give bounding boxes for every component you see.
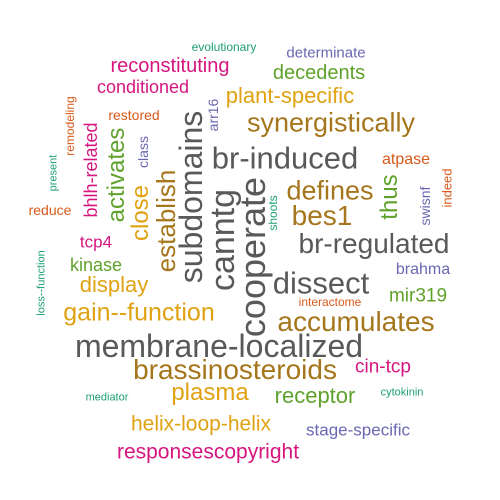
word-br-regulated: br-regulated [298,228,450,259]
word-conditioned: conditioned [96,77,190,97]
word-activates: activates [103,127,130,223]
word-shoots: shoots [266,195,280,231]
word-membrane-localized: membrane-localized [74,328,364,364]
word-mediator: mediator [85,391,129,404]
word-brahma: brahma [395,261,451,278]
word-stage-specific: stage-specific [306,420,410,440]
word-helix-loop-helix: helix-loop-helix [130,412,272,436]
word-close: close [127,184,154,242]
word-loss-function: loss--function [35,250,48,316]
word-dissect: dissect [272,265,370,301]
word-atpase: atpase [381,151,431,168]
word-class: class [135,136,151,168]
word-synergistically: synergistically [246,107,416,138]
word-cytokinin: cytokinin [380,386,424,399]
word-remodeling: remodeling [63,96,77,156]
word-reduce: reduce [28,202,72,218]
word-responsescopyright: responsescopyright [116,440,300,464]
word-evolutionary: evolutionary [191,40,257,54]
word-receptor: receptor [274,383,356,408]
word-plasma: plasma [171,379,249,406]
word-restored: restored [108,107,160,123]
word-cin-tcp: cin-tcp [355,356,411,378]
word-thus: thus [376,174,403,220]
word-kinase: kinase [69,255,123,275]
word-br-induced: br-induced [211,140,359,176]
word-display: display [79,272,149,297]
word-decedents: decedents [272,62,366,84]
word-bes1: bes1 [291,200,353,231]
word-establish: establish [151,169,181,273]
word-tcp4: tcp4 [79,232,113,252]
word-reconstituting: reconstituting [110,55,230,77]
word-determinate: determinate [286,44,366,62]
word-swisnf: swisnf [417,186,433,226]
word-accumulates: accumulates [277,306,435,337]
word-indeed: indeed [439,168,455,208]
word-mir319: mir319 [388,285,448,307]
word-gain-function: gain--function [63,298,215,327]
word-plant-specific: plant-specific [225,83,355,108]
word-brassinosteroids: brassinosteroids [133,354,337,385]
word-present: present [47,154,60,192]
word-bhlh-related: bhlh-related [81,122,101,218]
word-interactome: interactome [298,295,362,309]
word-defines: defines [286,175,374,206]
